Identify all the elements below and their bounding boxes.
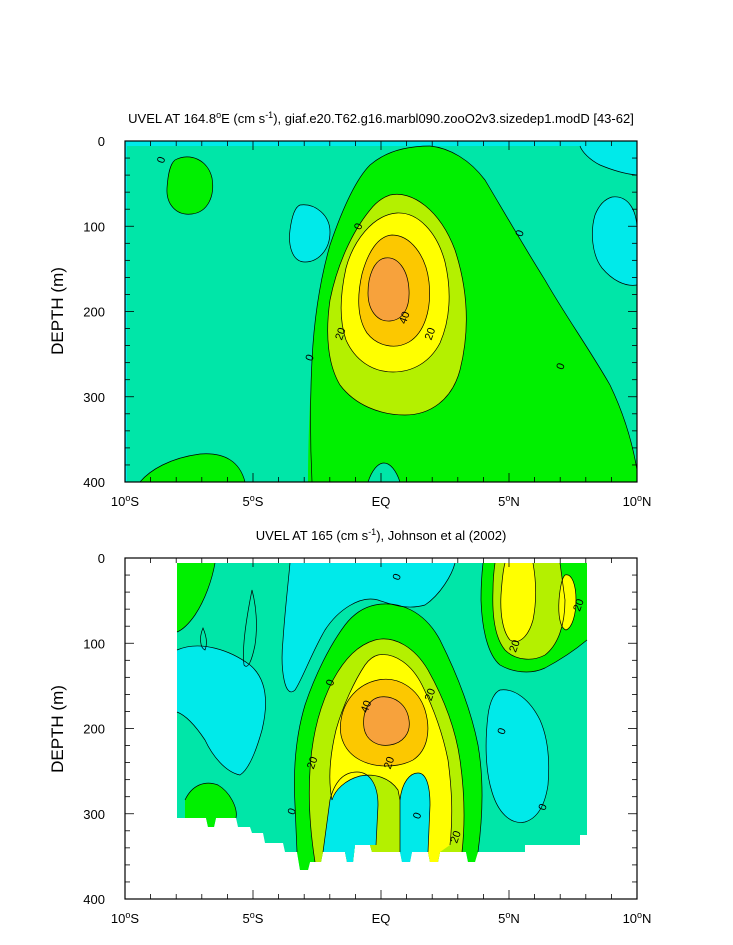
- bottom-contour-label: 0: [391, 572, 404, 582]
- bottom-x-tick-label: 5oS: [243, 910, 264, 926]
- top-x-tick-label: 10oS: [111, 493, 139, 509]
- bottom-contour-label: 0: [537, 802, 550, 812]
- bottom-fill-negative-2: [177, 645, 266, 775]
- top-y-tick-label: 200: [83, 305, 105, 320]
- top-x-tick-label: EQ: [372, 494, 391, 509]
- bottom-contour-label: 0: [411, 811, 424, 821]
- bottom-y-tick-label: 200: [83, 722, 105, 737]
- bottom-contour-label: 20: [382, 755, 397, 771]
- top-panel: UVEL AT 164.8oE (cm s-1), giaf.e20.T62.g…: [48, 110, 651, 509]
- top-y-tick-label: 100: [83, 219, 105, 234]
- bottom-contour-label: 20: [423, 687, 438, 703]
- top-x-tick-label: 5oN: [498, 493, 520, 509]
- bottom-y-tick-label: 100: [83, 636, 105, 651]
- bottom-x-tick-label: 5oN: [498, 910, 520, 926]
- bottom-contour-label: 0: [324, 678, 337, 688]
- bottom-title: UVEL AT 165 (cm s-1), Johnson et al (200…: [256, 527, 507, 543]
- bottom-fill-10-west: [177, 563, 215, 632]
- bottom-contour-label: 20: [571, 597, 586, 613]
- top-y-axis-label: DEPTH (m): [48, 267, 67, 355]
- bottom-y-tick-label: 400: [83, 892, 105, 907]
- top-fill-50: [368, 257, 410, 322]
- top-y-tick-label: 300: [83, 390, 105, 405]
- top-contour-label: 0: [554, 361, 567, 371]
- bottom-y-tick-label: 0: [98, 551, 105, 566]
- top-contour-labels: 0 0 0 0 0 20 40 20: [155, 155, 568, 371]
- bottom-contour-label: 0: [286, 807, 299, 817]
- bottom-contour-label: 20: [448, 829, 463, 845]
- top-y-tick-label: 0: [98, 134, 105, 149]
- bottom-panel: UVEL AT 165 (cm s-1), Johnson et al (200…: [48, 527, 651, 926]
- bottom-x-tick-label: 10oS: [111, 910, 139, 926]
- top-contour-field: [125, 141, 637, 482]
- bottom-fill-10-sw: [185, 783, 237, 827]
- top-contour-label: 20: [423, 326, 438, 342]
- bottom-contour-label: 20: [507, 638, 522, 654]
- bottom-contour-label: 0: [496, 726, 509, 736]
- top-y-tick-label: 400: [83, 475, 105, 490]
- top-title: UVEL AT 164.8oE (cm s-1), giaf.e20.T62.g…: [128, 110, 634, 126]
- bottom-fill-30-east: [500, 563, 536, 642]
- bottom-y-tick-label: 300: [83, 807, 105, 822]
- top-fill-10-west-blob: [166, 156, 213, 215]
- bottom-contour-field: [176, 562, 588, 870]
- bottom-fill-negative-1: [282, 563, 455, 692]
- bottom-contour-label: 40: [359, 699, 374, 715]
- bottom-contour-lines: [176, 562, 588, 863]
- top-fill-negative-east-surface: [580, 146, 637, 175]
- top-fill-negative-east: [592, 196, 637, 286]
- bottom-fill-core-max: [363, 696, 410, 746]
- bottom-y-axis-label: DEPTH (m): [48, 685, 67, 773]
- top-x-tick-label: 5oS: [243, 493, 264, 509]
- bottom-fill-negative-5: [400, 773, 430, 862]
- top-contour-label: 20: [333, 326, 348, 342]
- bottom-x-tick-label: 10oN: [623, 910, 652, 926]
- bottom-x-tick-label: EQ: [372, 911, 391, 926]
- bottom-contour-label: 20: [305, 755, 320, 771]
- top-contour-lines: [139, 145, 637, 482]
- bottom-contour-labels: 0 20 20 0 20 40 0 20 20 0 0 20 0: [286, 572, 587, 845]
- top-fill-10-deep: [140, 453, 245, 482]
- top-contour-label: 40: [397, 310, 412, 326]
- top-contour-label: 0: [352, 222, 365, 232]
- bottom-fill-negative-7: [323, 772, 378, 862]
- top-x-tick-label: 10oN: [623, 493, 652, 509]
- top-contour-label: 0: [304, 353, 317, 363]
- top-fill-negative-surface: [127, 141, 637, 146]
- top-fill-negative-west: [289, 204, 330, 262]
- top-contour-label: 0: [513, 228, 526, 238]
- bottom-fill-30-east-2: [558, 574, 576, 630]
- bottom-fill-negative-3: [486, 689, 549, 823]
- top-contour-label: 0: [155, 155, 168, 165]
- top-fill-0-deep-dip: [368, 463, 400, 482]
